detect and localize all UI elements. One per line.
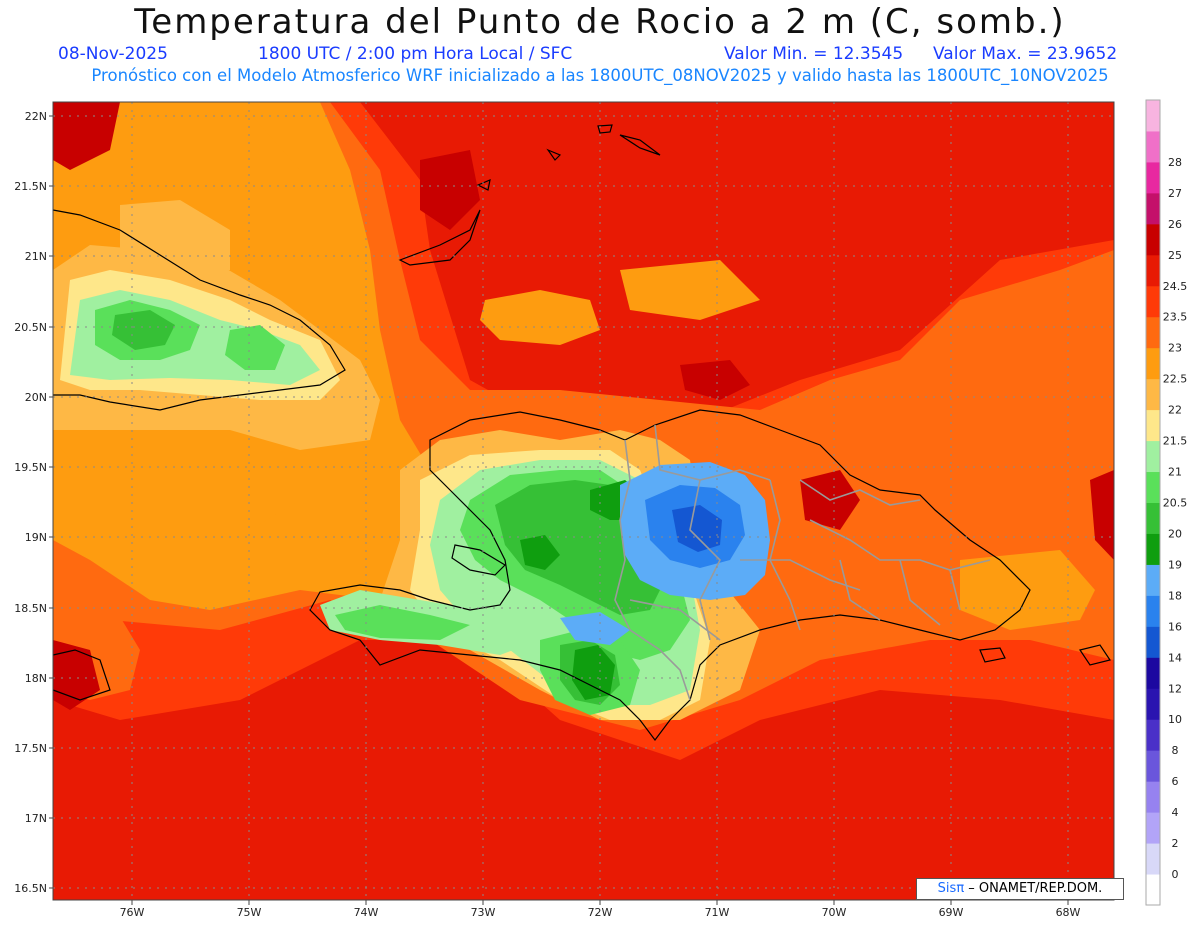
colorbar-swatch	[1146, 223, 1160, 256]
graticule	[53, 102, 1114, 900]
colorbar-swatch	[1146, 595, 1160, 627]
colorbar-label: 28	[1168, 156, 1182, 169]
lat-label: 19N	[25, 531, 47, 544]
forecast-date: 08-Nov-2025	[58, 44, 168, 64]
lat-label: 18.5N	[14, 602, 47, 615]
lon-label: 72W	[588, 906, 613, 919]
credit-org: – ONAMET/REP.DOM.	[968, 881, 1103, 896]
lat-label: 22N	[25, 110, 47, 123]
colorbar-label: 27	[1168, 187, 1182, 200]
colorbar-swatch	[1146, 781, 1160, 813]
colorbar-label: 18	[1168, 589, 1182, 602]
contour-field	[53, 102, 1114, 900]
lat-label: 21N	[25, 250, 47, 263]
lon-ticks	[131, 900, 1069, 905]
latitude-labels: 22N 21.5N 21N 20.5N 20N 19.5N 19N 18.5N …	[14, 110, 47, 895]
colorbar-swatch	[1146, 347, 1160, 380]
colorbar-swatch	[1146, 812, 1160, 844]
colorbar-label: 2	[1172, 837, 1179, 850]
forecast-info: Pronóstico con el Modelo Atmosferico WRF…	[91, 66, 1109, 85]
colorbar-swatch	[1146, 843, 1160, 875]
colorbar-label: 19	[1168, 558, 1182, 571]
lat-label: 21.5N	[14, 180, 47, 193]
colorbar-label: 8	[1172, 744, 1179, 757]
colorbar-swatch	[1146, 409, 1160, 442]
lon-label: 75W	[237, 906, 262, 919]
colorbar-border	[1145, 99, 1161, 906]
colorbar-label: 6	[1172, 775, 1179, 788]
colorbar-label: 20.5	[1163, 497, 1188, 510]
colorbar-swatch	[1146, 657, 1160, 689]
colorbar-swatch	[1146, 626, 1160, 658]
colorbar-label: 22.5	[1163, 373, 1188, 386]
colorbar-swatch	[1146, 564, 1160, 596]
lat-ticks	[49, 115, 53, 889]
colorbar-swatch	[1146, 874, 1160, 906]
colorbar-swatch	[1146, 192, 1160, 225]
colorbar-swatch	[1146, 100, 1160, 132]
coastlines	[52, 124, 1111, 741]
colorbar-swatch	[1146, 254, 1160, 287]
colorbar-label: 21.5	[1163, 435, 1188, 448]
colorbar-swatch	[1146, 130, 1160, 163]
colorbar-label: 20	[1168, 527, 1182, 540]
colorbar-swatch	[1146, 688, 1160, 720]
colorbar-swatch	[1146, 471, 1160, 503]
colorbar-swatch	[1146, 440, 1160, 473]
province-borders	[614, 424, 991, 701]
colorbar-label: 4	[1172, 806, 1179, 819]
colorbar-swatch	[1146, 316, 1160, 349]
colorbar-label: 23.5	[1163, 311, 1188, 324]
colorbar-swatch	[1146, 285, 1160, 318]
map-title: Temperatura del Punto de Rocio a 2 m (C,…	[134, 2, 1066, 42]
lat-label: 19.5N	[14, 461, 47, 474]
credit-pi: π	[956, 881, 965, 896]
colorbar-label: 22	[1168, 404, 1182, 417]
colorbar-swatch	[1146, 502, 1160, 534]
colorbar-label: 10	[1168, 713, 1182, 726]
colorbar-label: 0	[1172, 868, 1179, 881]
colorbar-label: 26	[1168, 218, 1182, 231]
time-info: 1800 UTC / 2:00 pm Hora Local / SFC	[258, 44, 573, 64]
colorbar-label: 12	[1168, 682, 1182, 695]
lon-label: 74W	[354, 906, 379, 919]
lat-label: 17N	[25, 812, 47, 825]
colorbar-swatch	[1146, 161, 1160, 194]
lat-label: 20.5N	[14, 321, 47, 334]
map-frame	[52, 101, 1115, 901]
lon-label: 68W	[1056, 906, 1081, 919]
colorbar-swatch	[1146, 378, 1160, 411]
longitude-labels: 76W 75W 74W 73W 72W 71W 70W 69W 68W	[120, 906, 1081, 919]
lon-label: 69W	[939, 906, 964, 919]
lat-label: 16.5N	[14, 882, 47, 895]
colorbar-label: 14	[1168, 651, 1182, 664]
lat-label: 17.5N	[14, 742, 47, 755]
colorbar-swatch	[1146, 750, 1160, 782]
credit-badge: Sisπ – ONAMET/REP.DOM.	[916, 878, 1124, 900]
lat-label: 18N	[25, 672, 47, 685]
credit-sis: Sis	[937, 881, 957, 896]
lon-label: 76W	[120, 906, 145, 919]
lon-label: 71W	[705, 906, 730, 919]
lat-label: 20N	[25, 391, 47, 404]
colorbar-label: 25	[1168, 249, 1182, 262]
colorbar-label: 23	[1168, 342, 1182, 355]
colorbar-label: 24.5	[1163, 280, 1188, 293]
lon-label: 70W	[822, 906, 847, 919]
colorbar-label: 16	[1168, 620, 1182, 633]
valor-min: Valor Min. = 12.3545	[724, 44, 904, 64]
colorbar-label: 21	[1168, 466, 1182, 479]
colorbar-swatch	[1146, 533, 1160, 565]
colorbar-swatch	[1146, 719, 1160, 751]
lon-label: 73W	[471, 906, 496, 919]
colorbar: 0 2 4 6 8 10 12 14 16 18 19 20 20.5 21 21.5 22 22.5 23 23.…	[1145, 99, 1188, 906]
valor-max: Valor Max. = 23.9652	[933, 44, 1118, 64]
